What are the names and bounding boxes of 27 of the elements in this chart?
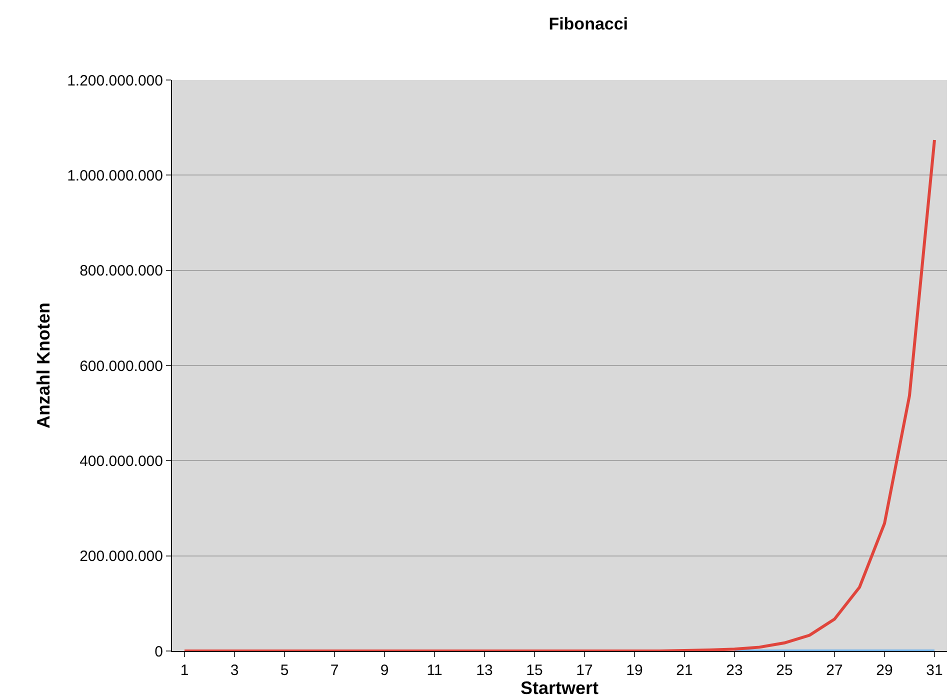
x-tick-label: 23 — [726, 662, 743, 679]
line-series — [183, 138, 936, 651]
y-tick-label: 200.000.000 — [80, 548, 163, 566]
x-tick-label: 1 — [180, 662, 189, 679]
y-tick-label: 1.000.000.000 — [67, 167, 163, 184]
x-tick-label: 11 — [426, 662, 442, 679]
x-tick-label: 25 — [776, 662, 793, 679]
x-tick-label: 21 — [676, 662, 693, 679]
x-tick-label: 7 — [330, 662, 339, 679]
x-tick-label: 29 — [876, 662, 893, 679]
x-tick-label: 31 — [926, 662, 943, 679]
x-tick-label: 13 — [476, 662, 493, 679]
y-tick-label: 800.000.000 — [80, 262, 163, 280]
x-tick-label: 27 — [826, 662, 843, 679]
x-tick-label: 17 — [576, 662, 593, 679]
x-tick-label: 3 — [230, 662, 239, 679]
x-axis-title: Startwert — [520, 678, 599, 698]
y-tick-label: 1.200.000.000 — [67, 72, 163, 90]
x-tick-label: 19 — [626, 662, 643, 679]
y-tick-label: 600.000.000 — [80, 358, 163, 375]
x-tick-label: 9 — [380, 662, 389, 679]
y-tick-label: 400.000.000 — [80, 452, 163, 470]
y-axis-title: Anzahl Knoten — [33, 302, 54, 428]
x-tick-label: 5 — [280, 662, 289, 679]
y-tick-label: 0 — [154, 643, 163, 660]
chart-title: Fibonacci — [548, 14, 628, 34]
x-tick-label: 15 — [526, 662, 543, 679]
